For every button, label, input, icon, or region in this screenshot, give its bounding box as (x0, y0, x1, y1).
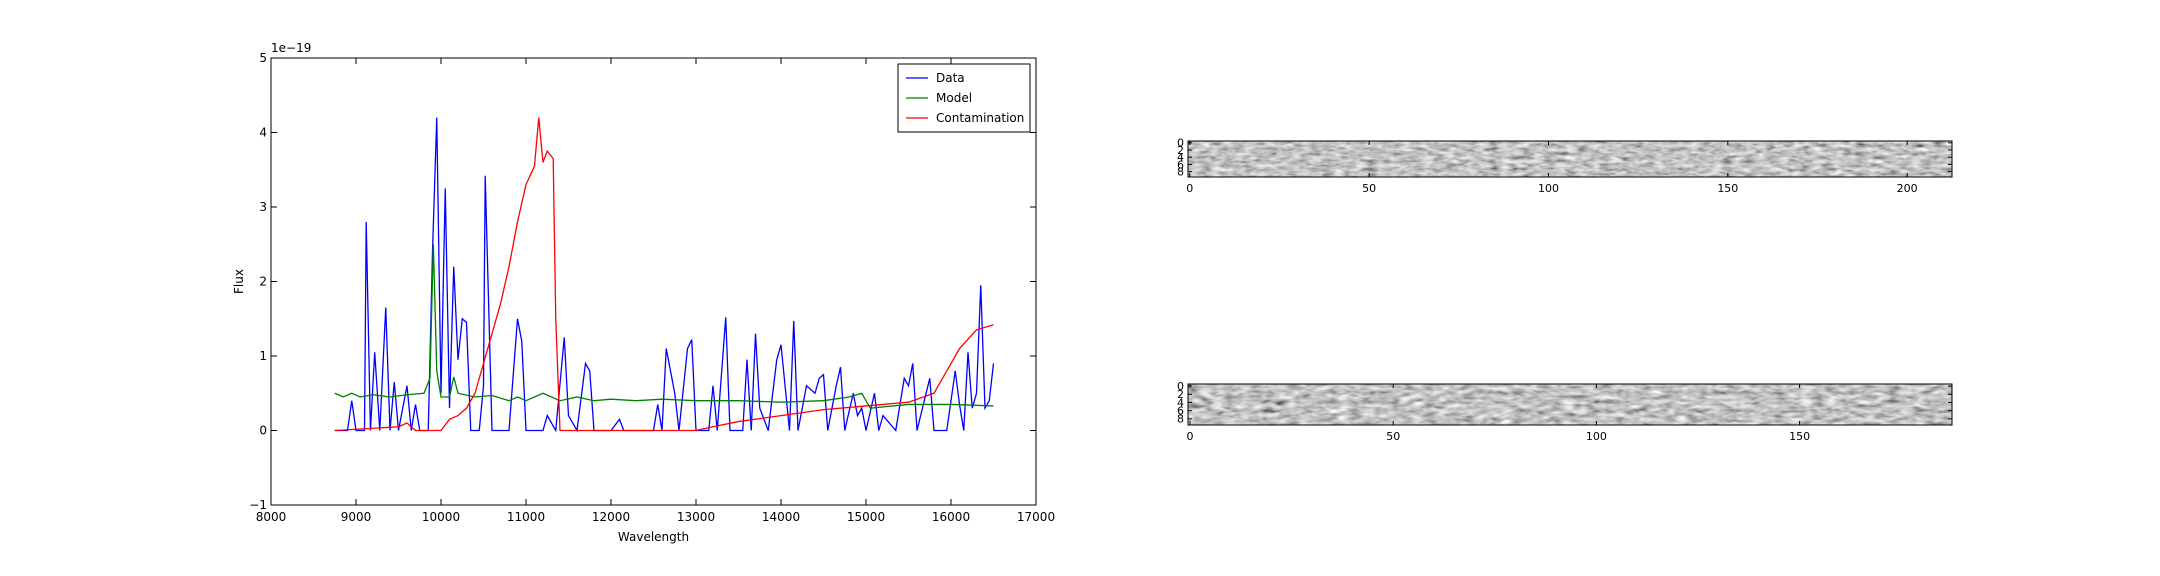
x-tick-label: 200 (1897, 182, 1918, 195)
x-tick-label: 50 (1362, 182, 1376, 195)
y-tick-label: 6 (1177, 405, 1184, 418)
x-tick-label: 13000 (677, 510, 715, 524)
y-tick-label: 4 (1177, 151, 1184, 164)
y-tick-label: 6 (1177, 158, 1184, 171)
y-tick-label: −1 (249, 498, 267, 512)
axes-frame (270, 57, 1037, 506)
plot-area (334, 117, 995, 433)
series-line (334, 244, 994, 409)
axes-frame (1187, 383, 1953, 426)
x-tick-label: 17000 (1017, 510, 1055, 524)
x-axis-label: Wavelength (618, 530, 689, 544)
axes-frame (1187, 140, 1953, 178)
image-pixels (1188, 384, 1952, 425)
y-tick-label: 8 (1177, 413, 1184, 426)
x-tick-label: 150 (1789, 430, 1810, 443)
x-tick-label: 50 (1386, 430, 1400, 443)
y-tick-label: 3 (259, 200, 267, 214)
legend-label: Data (936, 71, 965, 85)
x-tick-label: 15000 (847, 510, 885, 524)
x-tick-label: 150 (1717, 182, 1738, 195)
y-tick-label: 0 (259, 424, 267, 438)
x-tick-label: 16000 (932, 510, 970, 524)
y-tick-label: 4 (1177, 396, 1184, 409)
x-tick-label: 100 (1538, 182, 1559, 195)
x-tick-label: 12000 (592, 510, 630, 524)
y-tick-label: 1 (259, 349, 267, 363)
y-tick-label: 2 (259, 275, 267, 289)
y-tick-label: 2 (1177, 388, 1184, 401)
y-tick-label: 0 (1177, 137, 1184, 150)
series-line (334, 117, 994, 432)
x-tick-label: 100 (1586, 430, 1607, 443)
y-tick-label: 4 (259, 126, 267, 140)
x-tick-label: 0 (1187, 430, 1194, 443)
x-tick-label: 10000 (422, 510, 460, 524)
x-tick-label: 14000 (762, 510, 800, 524)
legend-label: Contamination (936, 111, 1024, 125)
legend-label: Model (936, 91, 972, 105)
x-tick-label: 9000 (341, 510, 372, 524)
x-tick-label: 11000 (507, 510, 545, 524)
x-tick-label: 8000 (256, 510, 287, 524)
image-pixels (1188, 141, 1952, 177)
offset-text: 1e−19 (271, 41, 311, 55)
y-tick-label: 8 (1177, 165, 1184, 178)
y-tick-label: 2 (1177, 144, 1184, 157)
y-axis-label: Flux (232, 269, 246, 294)
x-tick-label: 0 (1186, 182, 1193, 195)
y-tick-label: 5 (259, 51, 267, 65)
y-tick-label: 0 (1177, 380, 1184, 393)
